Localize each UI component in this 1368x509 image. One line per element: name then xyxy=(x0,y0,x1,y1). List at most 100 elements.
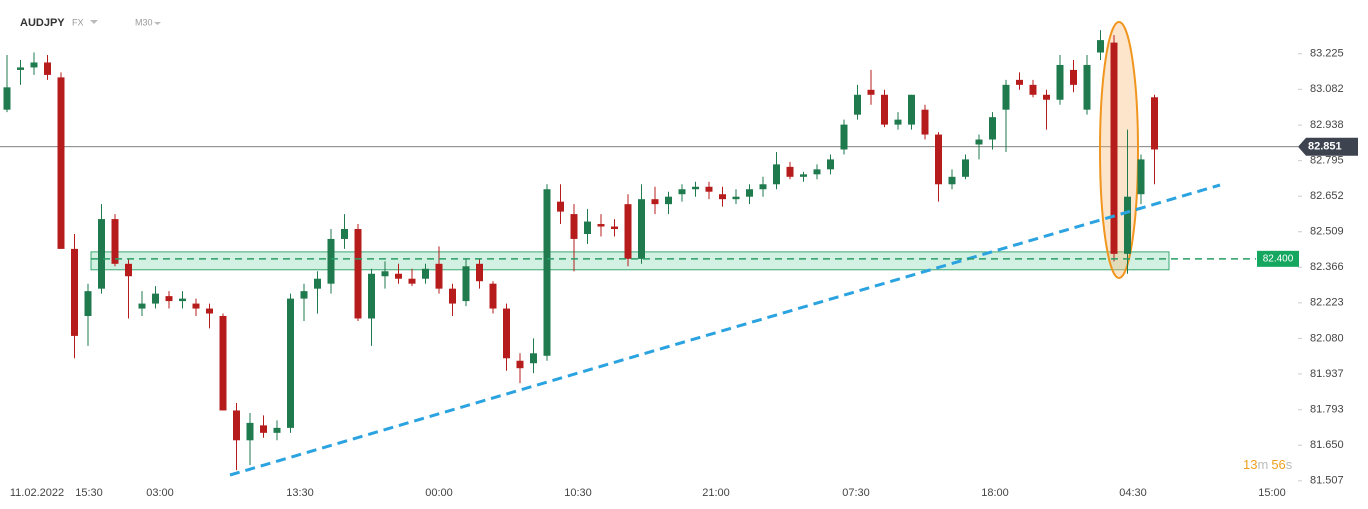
candle-body xyxy=(354,229,362,319)
y-tick-label: 81.650 xyxy=(1310,439,1344,451)
candle-body xyxy=(773,164,780,185)
candle-body xyxy=(435,263,443,289)
candle-body xyxy=(665,196,672,205)
y-tick-label: 83.082 xyxy=(1310,83,1344,95)
candle-body xyxy=(1029,84,1037,95)
timeframe[interactable]: M30 xyxy=(135,17,153,27)
candle-body xyxy=(678,189,686,195)
x-tick-label: 00:00 xyxy=(425,487,453,499)
candle-body xyxy=(840,124,848,150)
candle-body xyxy=(867,89,875,95)
candle-body xyxy=(381,271,389,277)
y-tick-label: 81.937 xyxy=(1310,368,1344,380)
x-tick-label: 11.02.2022 xyxy=(10,487,64,499)
candle-body xyxy=(300,291,308,299)
candle-body xyxy=(948,176,956,185)
candle-body xyxy=(111,219,119,264)
y-tick-label: 82.652 xyxy=(1310,190,1344,202)
candle-body xyxy=(260,425,267,433)
level-label-box xyxy=(1257,250,1299,267)
candle-body xyxy=(908,94,915,125)
candle-body xyxy=(422,268,429,279)
candle-body xyxy=(1016,79,1023,85)
candle-body xyxy=(1056,64,1064,100)
candle-body xyxy=(192,303,200,309)
candle-body xyxy=(975,139,983,145)
candle-body xyxy=(557,201,564,212)
candle-body xyxy=(219,316,227,411)
candle-body xyxy=(759,184,767,190)
trend-line xyxy=(229,183,1221,477)
x-tick-label: 18:00 xyxy=(981,487,1009,499)
current-price-label: 82.851 xyxy=(1308,141,1342,153)
candle-body xyxy=(1083,64,1091,110)
x-tick-label: 10:30 xyxy=(564,487,592,499)
candle-body xyxy=(1002,84,1010,110)
candle-body xyxy=(719,194,726,200)
x-tick-label: 03:00 xyxy=(146,487,174,499)
candle-body xyxy=(273,427,281,433)
candle-body xyxy=(921,109,929,135)
highlight-ellipse xyxy=(1099,21,1139,279)
candle-body xyxy=(705,186,713,192)
candle-body xyxy=(98,219,105,289)
candle-body xyxy=(813,169,821,175)
market-dropdown[interactable] xyxy=(90,20,98,24)
candle-body xyxy=(516,360,524,369)
candle-body xyxy=(314,278,321,289)
candle-body xyxy=(165,296,173,302)
candle-body xyxy=(408,278,416,284)
timeframe-dropdown[interactable] xyxy=(154,22,161,25)
countdown: 13m 56s xyxy=(1243,457,1293,472)
candle-body xyxy=(368,273,375,319)
candle-body xyxy=(624,204,632,259)
candle-body xyxy=(692,186,699,190)
candle-body xyxy=(449,288,456,304)
candle-body xyxy=(989,117,996,140)
candle-body xyxy=(1124,196,1131,254)
current-price-box xyxy=(1298,137,1358,156)
candle-body xyxy=(246,422,254,441)
candle-body xyxy=(570,214,578,239)
candle-body xyxy=(341,229,348,239)
y-tick-label: 82.938 xyxy=(1310,119,1344,131)
candle-body xyxy=(854,94,861,115)
x-tick-label: 07:30 xyxy=(842,487,870,499)
candle-body xyxy=(530,353,537,364)
candle-body xyxy=(827,159,834,170)
candle-body xyxy=(786,166,794,177)
candle-body xyxy=(651,199,659,205)
candle-body xyxy=(732,196,740,200)
candle-body xyxy=(3,87,11,110)
y-tick-label: 82.223 xyxy=(1310,297,1344,309)
candle-body xyxy=(935,134,942,185)
candle-body xyxy=(179,298,186,302)
candle-body xyxy=(597,224,605,227)
candle-body xyxy=(881,94,888,125)
candle-body xyxy=(287,298,294,428)
x-tick-label: 15:00 xyxy=(1258,487,1286,499)
candle-body xyxy=(30,62,38,68)
candle-body xyxy=(543,189,551,356)
candle-body xyxy=(395,273,402,279)
candle-body xyxy=(17,67,24,70)
y-tick-label: 82.795 xyxy=(1310,155,1344,167)
x-tick-label: 13:30 xyxy=(286,487,314,499)
y-tick-label: 81.793 xyxy=(1310,404,1344,416)
candle-body xyxy=(138,303,146,309)
y-tick-label: 83.225 xyxy=(1310,48,1344,60)
candle-body xyxy=(206,308,213,314)
y-tick-label: 82.080 xyxy=(1310,332,1344,344)
candle-body xyxy=(476,263,483,282)
candle-body xyxy=(800,174,807,177)
candle-body xyxy=(1043,94,1050,100)
x-tick-label: 21:00 xyxy=(702,487,730,499)
candle-body xyxy=(746,189,753,197)
candle-body xyxy=(71,248,78,336)
y-tick-label: 81.507 xyxy=(1310,475,1344,487)
candle-body xyxy=(125,263,132,277)
candle-body xyxy=(1097,40,1104,53)
symbol: AUDJPY xyxy=(20,17,65,29)
candle-body xyxy=(894,119,902,125)
